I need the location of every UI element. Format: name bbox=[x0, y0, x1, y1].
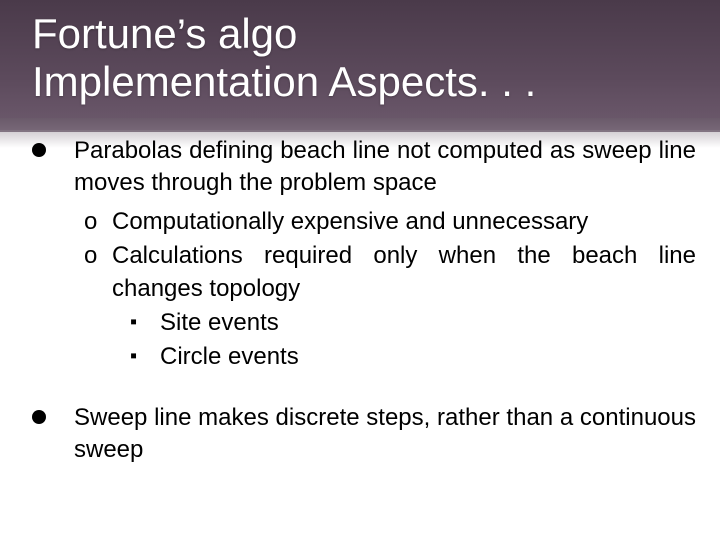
bullet-text: Sweep line makes discrete steps, rather … bbox=[74, 402, 696, 467]
sub-marker-icon: o bbox=[74, 206, 112, 238]
title-container: Fortune’s algo Implementation Aspects. .… bbox=[32, 10, 700, 107]
sub2-text: Circle events bbox=[160, 341, 696, 373]
sub2-item: ▪ Circle events bbox=[130, 341, 696, 373]
bullet-body: Sweep line makes discrete steps, rather … bbox=[74, 402, 696, 467]
bullet-body: Parabolas defining beach line not comput… bbox=[74, 135, 696, 374]
bullet-item: Sweep line makes discrete steps, rather … bbox=[24, 402, 696, 467]
sub-text: Computationally expensive and unnecessar… bbox=[112, 206, 696, 238]
sub-text: Calculations required only when the beac… bbox=[112, 240, 696, 374]
bullet-item: Parabolas defining beach line not comput… bbox=[24, 135, 696, 374]
sub-item: o Computationally expensive and unnecess… bbox=[74, 206, 696, 238]
sub2-list: ▪ Site events ▪ Circle events bbox=[112, 307, 696, 374]
sub2-text: Site events bbox=[160, 307, 696, 339]
sub2-marker-icon: ▪ bbox=[130, 307, 160, 336]
sub-text-label: Calculations required only when the beac… bbox=[112, 242, 696, 301]
sub-item: o Calculations required only when the be… bbox=[74, 240, 696, 374]
bullet-dot-icon bbox=[32, 143, 46, 157]
slide-title: Fortune’s algo Implementation Aspects. .… bbox=[32, 10, 700, 107]
bullet-dot-icon bbox=[32, 410, 46, 424]
slide-body: Parabolas defining beach line not comput… bbox=[24, 135, 696, 495]
bullet-text: Parabolas defining beach line not comput… bbox=[74, 135, 696, 200]
sub-list: o Computationally expensive and unnecess… bbox=[74, 206, 696, 374]
sub2-marker-icon: ▪ bbox=[130, 341, 160, 370]
sub2-item: ▪ Site events bbox=[130, 307, 696, 339]
sub-marker-icon: o bbox=[74, 240, 112, 272]
